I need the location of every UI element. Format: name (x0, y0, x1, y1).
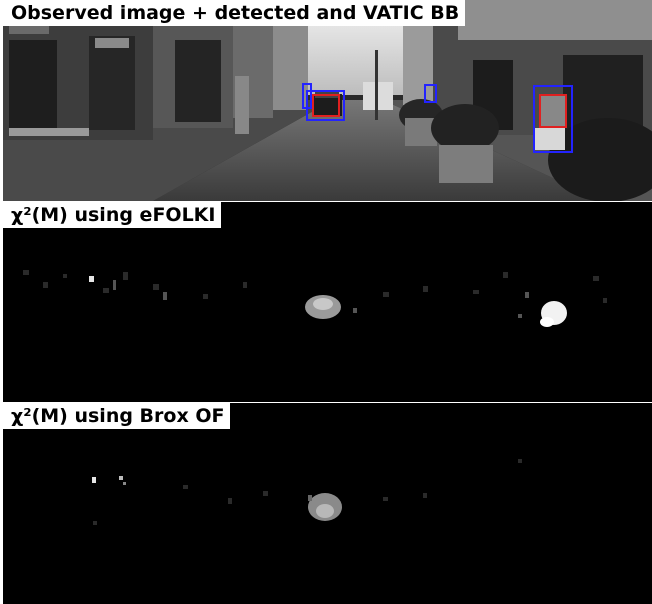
efolki-map-panel: χ²(M) using eFOLKI (3, 202, 652, 402)
brox-map-panel: χ²(M) using Brox OF (3, 403, 652, 604)
panel-title: Observed image + detected and VATIC BB (3, 0, 466, 26)
detected-box (533, 85, 573, 153)
panel-title: χ²(M) using Brox OF (3, 403, 231, 429)
efolki-heatmap (3, 202, 652, 402)
panel-title: χ²(M) using eFOLKI (3, 202, 222, 228)
street-scene-image (3, 0, 652, 201)
observed-image-panel: Observed image + detected and VATIC BB (3, 0, 652, 201)
detected-box (424, 84, 437, 103)
brox-heatmap (3, 403, 652, 604)
vatic-box (312, 94, 340, 117)
vatic-box (539, 94, 567, 128)
detected-box (306, 90, 345, 121)
